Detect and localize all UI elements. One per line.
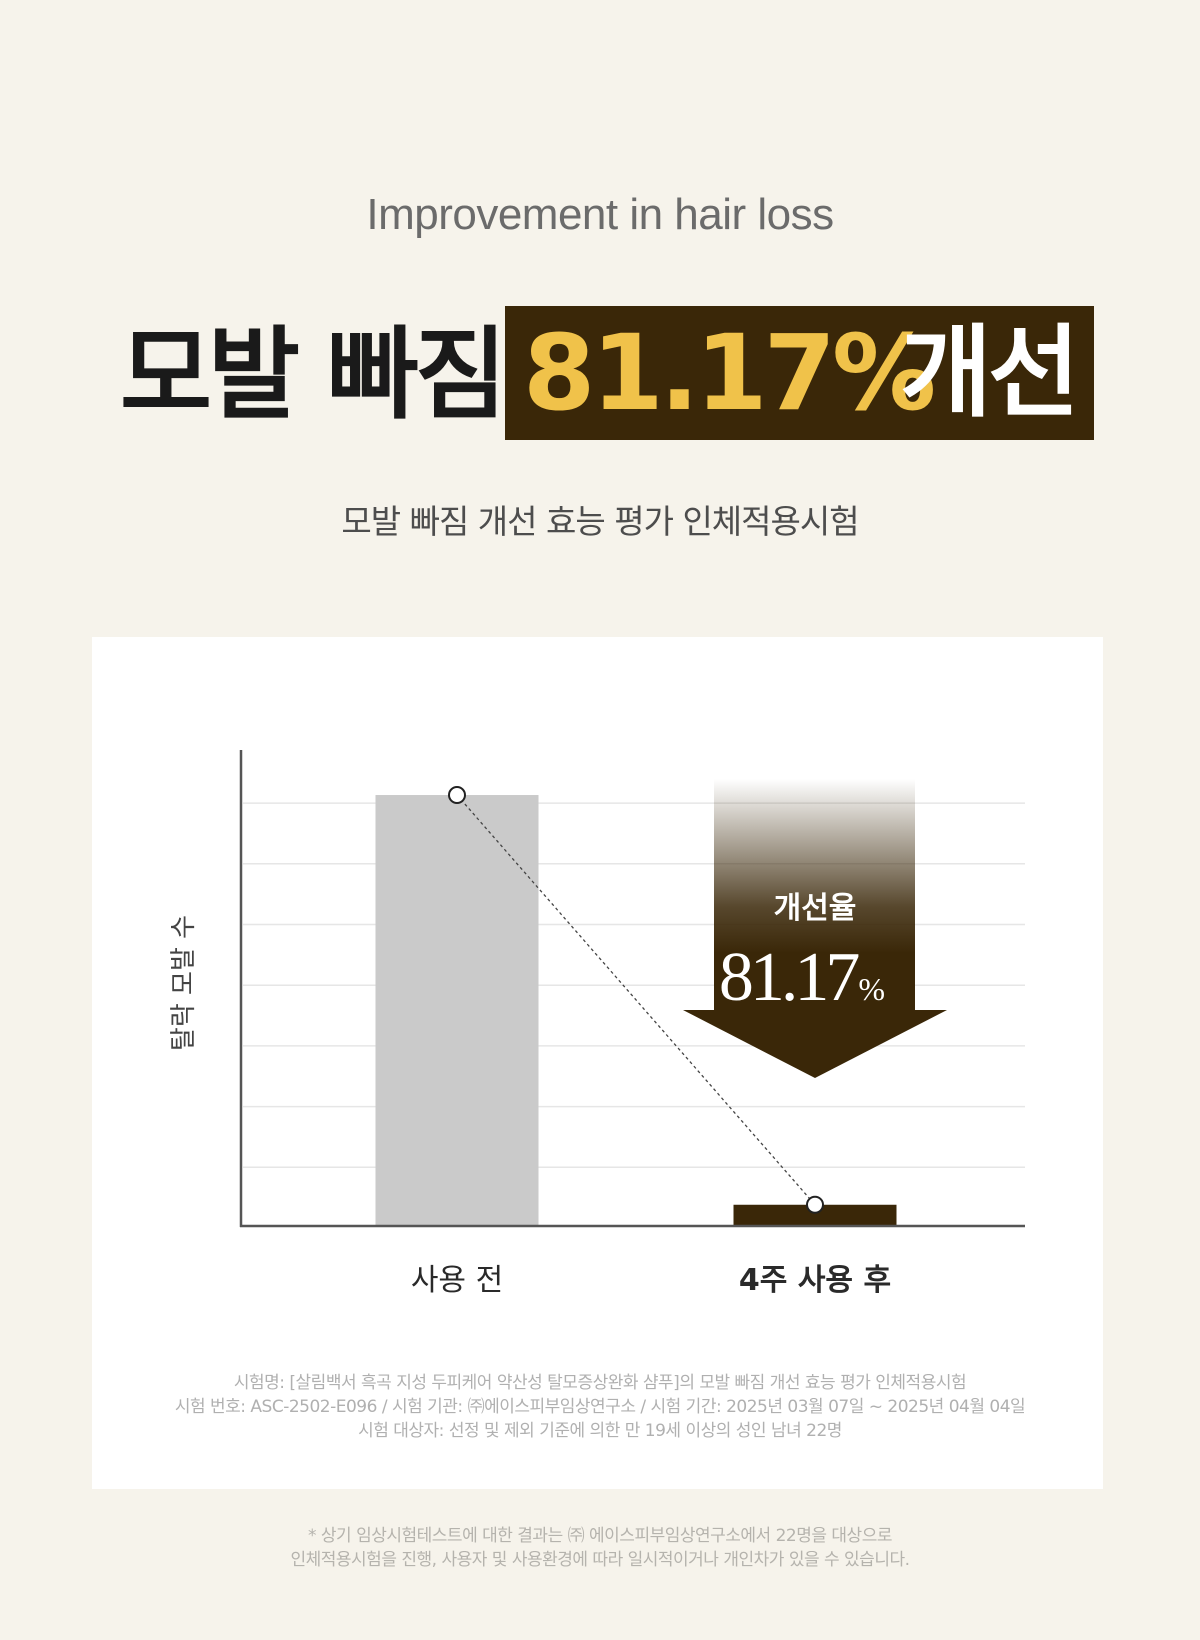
x-tick-label: 사용 전 bbox=[411, 1263, 503, 1298]
dotted-connector bbox=[456, 794, 816, 1206]
disclaimer-line: * 상기 임상시험테스트에 대한 결과는 ㈜ 에이스피부임상연구소에서 22명을… bbox=[308, 1526, 892, 1546]
data-points bbox=[448, 786, 824, 1214]
headline-highlight-box: 81.17% 개선 bbox=[505, 306, 1094, 440]
data-point bbox=[806, 1195, 824, 1214]
bar-before bbox=[375, 795, 539, 1226]
improvement-arrow: 개선율 81.17% bbox=[683, 779, 947, 1078]
test-info-line: 시험 대상자: 선정 및 제외 기준에 의한 만 19세 이상의 성인 남녀 2… bbox=[358, 1421, 842, 1441]
subtitle: 모발 빠짐 개선 효능 평가 인체적용시험 bbox=[341, 502, 859, 541]
annotation-value: 81.17% bbox=[719, 939, 885, 1016]
test-info-line: 시험 번호: ASC-2502-E096 / 시험 기관: ㈜에이스피부임상연구… bbox=[174, 1397, 1026, 1417]
bars bbox=[375, 795, 897, 1226]
headline-prefix: 모발 빠짐 bbox=[120, 316, 507, 433]
headline: 모발 빠짐 81.17% 개선 bbox=[0, 306, 1200, 440]
test-info: 시험명: [살림백서 흑곡 지성 두피케어 약산성 탈모증상완화 샴푸]의 모발… bbox=[0, 1371, 1200, 1443]
x-tick-labels: 사용 전 4주 사용 후 bbox=[411, 1263, 891, 1298]
data-point bbox=[448, 786, 466, 805]
annotation-unit: % bbox=[858, 971, 884, 1007]
headline-suffix: 개선 bbox=[900, 314, 1080, 431]
eyebrow-title: Improvement in hair loss bbox=[366, 190, 834, 239]
annotation-label: 개선율 bbox=[774, 891, 857, 926]
connector-line bbox=[456, 794, 816, 1206]
chart-panel bbox=[92, 637, 1103, 1489]
y-axis-label: 탈락 모발 수 bbox=[169, 915, 199, 1051]
disclaimer: * 상기 임상시험테스트에 대한 결과는 ㈜ 에이스피부임상연구소에서 22명을… bbox=[0, 1524, 1200, 1572]
headline-percent: 81.17% bbox=[523, 312, 936, 434]
arrow-shaft bbox=[714, 779, 915, 1011]
x-tick-label: 4주 사용 후 bbox=[739, 1263, 891, 1298]
arrow-head bbox=[683, 1010, 947, 1078]
bar-after bbox=[733, 1204, 897, 1226]
annotation-number: 81.17 bbox=[719, 939, 859, 1016]
test-info-line: 시험명: [살림백서 흑곡 지성 두피케어 약산성 탈모증상완화 샴푸]의 모발… bbox=[233, 1373, 967, 1393]
disclaimer-line: 인체적용시험을 진행, 사용자 및 사용환경에 따라 일시적이거나 개인차가 있… bbox=[290, 1550, 910, 1570]
